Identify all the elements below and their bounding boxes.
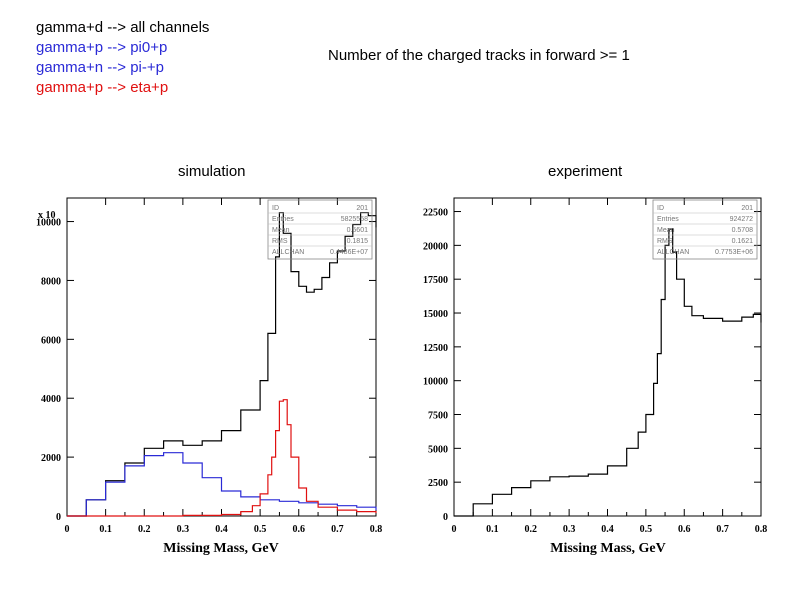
y-tick-label: 12500 <box>423 343 448 354</box>
x-tick-label: 0 <box>452 524 457 535</box>
series-line-0 <box>454 228 762 517</box>
stats-label: Entries <box>272 216 294 223</box>
stats-value: 0.4486E+07 <box>330 249 368 256</box>
legend-item-eta-p: gamma+p --> eta+p <box>36 79 169 96</box>
x-tick-label: 0.5 <box>640 524 653 535</box>
y-tick-label: 8000 <box>41 276 61 287</box>
x-tick-label: 0.1 <box>99 524 112 535</box>
stats-label: Mean <box>657 227 675 234</box>
x-tick-label: 0.8 <box>755 524 768 535</box>
stats-value: 924272 <box>730 216 753 223</box>
stats-label: RMS <box>657 238 673 245</box>
x-tick-label: 0.1 <box>486 524 499 535</box>
stats-label: RMS <box>272 238 288 245</box>
stats-label: ALLCHAN <box>657 249 689 256</box>
x-tick-label: 0.4 <box>601 524 614 535</box>
y-tick-label: 0 <box>443 512 448 523</box>
y-tick-label: 22500 <box>423 208 448 219</box>
stats-value: 0.7753E+06 <box>715 249 753 256</box>
selection-note: Number of the charged tracks in forward … <box>328 47 630 64</box>
stats-value: 0.1621 <box>732 238 754 245</box>
simulation-panel-title: simulation <box>178 163 246 180</box>
x-tick-label: 0.2 <box>525 524 538 535</box>
simulation-chart: x 10 Missing Mass, GeV 0 0.1 0.2 0.3 0.4 0.5 0… <box>36 197 383 556</box>
y-tick-label: 5000 <box>428 444 448 455</box>
experiment-chart: Missing Mass, GeV 0 0.1 0.2 0.3 0.4 0.5 0.6 0.7… <box>423 197 768 556</box>
x-tick-label: 0.6 <box>293 524 306 535</box>
y-tick-label: 4000 <box>41 394 61 405</box>
series-line-2 <box>67 399 377 517</box>
y-tick-label: 7500 <box>428 411 448 422</box>
plot-frame <box>66 197 377 517</box>
x-tick-label: 0.8 <box>370 524 383 535</box>
y-tick-label: 2500 <box>428 478 448 489</box>
stats-box-frame <box>652 199 758 260</box>
y-tick-label: 10000 <box>36 218 61 229</box>
x-axis-title: Missing Mass, GeV <box>550 541 666 556</box>
y-tick-label: 0 <box>56 512 61 523</box>
stats-box-frame <box>267 199 373 260</box>
stats-box: ID 201 Entries 924272 Mean 0.5708 RMS 0.1621 ALL… <box>652 199 758 260</box>
x-tick-label: 0.6 <box>678 524 691 535</box>
y-tick-label: 15000 <box>423 309 448 320</box>
stats-value: 0.5601 <box>347 227 369 234</box>
legend-item-pi-minus-p: gamma+n --> pi-+p <box>36 59 164 76</box>
y-tick-label: 20000 <box>423 241 448 252</box>
stats-label: ALLCHAN <box>272 249 304 256</box>
stats-label: ID <box>272 205 279 212</box>
x-tick-label: 0.2 <box>138 524 151 535</box>
series-line-1 <box>67 452 377 517</box>
stats-box: ID 201 Entries 5825558 Mean 0.5601 RMS 0.1815 AL… <box>267 199 373 260</box>
legend-item-all-channels: gamma+d --> all channels <box>36 19 210 36</box>
legend-item-pi0-p: gamma+p --> pi0+p <box>36 39 168 56</box>
stats-label: Mean <box>272 227 290 234</box>
y-tick-label: 2000 <box>41 453 61 464</box>
x-tick-label: 0.3 <box>563 524 576 535</box>
series-line-0 <box>67 212 377 517</box>
y-tick-label: 17500 <box>423 275 448 286</box>
x-tick-label: 0.5 <box>254 524 267 535</box>
channel-legend: gamma+d --> all channels gamma+p --> pi0… <box>36 18 209 98</box>
y-tick-label: 6000 <box>41 335 61 346</box>
x-axis-title: Missing Mass, GeV <box>163 541 279 556</box>
stats-value: 0.1815 <box>347 238 369 245</box>
stats-value: 201 <box>741 205 753 212</box>
x-tick-label: 0 <box>65 524 70 535</box>
y-multiplier-label: x 10 <box>38 210 56 221</box>
y-tick-label: 10000 <box>423 377 448 388</box>
stats-label: Entries <box>657 216 679 223</box>
experiment-panel-title: experiment <box>548 163 623 180</box>
x-tick-label: 0.4 <box>215 524 228 535</box>
stats-value: 0.5708 <box>732 227 754 234</box>
x-tick-label: 0.3 <box>177 524 190 535</box>
stats-value: 5825558 <box>341 216 368 223</box>
stats-label: ID <box>657 205 664 212</box>
x-tick-label: 0.7 <box>331 524 344 535</box>
stats-value: 201 <box>356 205 368 212</box>
x-tick-label: 0.7 <box>716 524 729 535</box>
